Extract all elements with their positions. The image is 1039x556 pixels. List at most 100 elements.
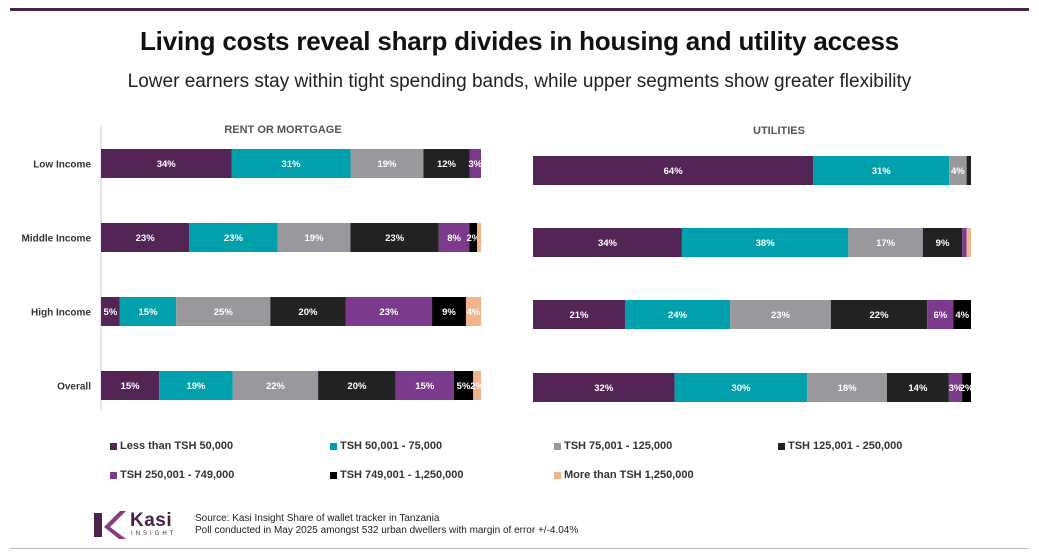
bar-segment [469,223,478,252]
bar-value-label: 31% [281,159,301,170]
category-label: Low Income [33,160,91,171]
legend-swatch [110,471,117,479]
bar-value-label: 24% [668,310,688,321]
bar-segment [350,149,424,178]
bar-value-label: 4% [467,307,481,318]
bar-value-label: 4% [951,166,965,177]
bar-segment [886,373,949,402]
bar-value-label: 19% [305,233,325,244]
bar-segment [277,223,351,252]
bar-value-label: 6% [933,310,947,321]
bottom-rule [10,548,1029,549]
bar-segment [423,149,470,178]
legend-swatch [110,442,117,450]
legend-label: Less than TSH 50,000 [120,440,234,452]
bar-value-label: 9% [442,307,456,318]
category-label: Overall [57,382,91,393]
bar-segment [533,300,625,329]
bar-segment [674,373,808,402]
bar-value-label: 23% [224,233,244,244]
bar-value-label: 8% [447,233,461,244]
bar-segment [962,373,971,402]
bar-segment [432,297,466,326]
bar-segment [533,373,675,402]
bar-segment [533,228,682,257]
bar-segment [730,300,831,329]
legend-item: TSH 50,001 - 75,000 [330,440,442,452]
bar-value-label: 22% [870,310,890,321]
bar-value-label: 18% [838,383,858,394]
bar-segment [101,223,190,252]
bar-segment [966,228,971,257]
bar-segment [232,371,319,400]
legend-swatch [554,442,561,450]
bar-segment [948,373,963,402]
bar-value-label: 19% [186,381,206,392]
bar-value-label: 2% [960,383,974,394]
legend-item: More than TSH 1,250,000 [554,469,694,481]
legend-label: More than TSH 1,250,000 [564,469,694,481]
bar-segment [533,156,814,185]
bar-segment [966,156,971,185]
bar-segment [469,149,481,178]
chart-title: Living costs reveal sharp divides in hou… [140,26,899,56]
bar-value-label: 23% [385,233,405,244]
bar-value-label: 64% [664,166,684,177]
bar-segment [438,223,470,252]
bar-segment [927,300,954,329]
bar-segment [949,156,967,185]
logo-name: Kasi [130,510,173,531]
category-label: Middle Income [22,234,92,245]
legend-label: TSH 749,001 - 1,250,000 [340,469,464,481]
bar-segment [350,223,439,252]
bar-segment [270,297,346,326]
legend-item: Less than TSH 50,000 [110,440,233,452]
bar-segment [119,297,177,326]
source-line-1: Source: Kasi Insight Share of wallet tra… [195,513,440,524]
bar-segment [101,297,120,326]
bar-value-label: 2% [466,233,480,244]
top-rule [10,8,1029,11]
bar-segment [159,371,233,400]
bar-segment [345,297,433,326]
bar-value-label: 14% [908,383,928,394]
bar-value-label: 25% [214,307,234,318]
legend-label: TSH 75,001 - 125,000 [564,440,673,452]
legend-swatch [330,471,337,479]
bar-segment [101,371,160,400]
bar-segment [176,297,271,326]
logo-tagline: INSIGHT [131,531,177,537]
bar-segment [318,371,396,400]
source-note: Source: Kasi Insight Share of wallet tra… [195,513,578,537]
bar-value-label: 19% [377,159,397,170]
legend-label: TSH 125,001 - 250,000 [788,440,903,452]
bar-segment [830,300,928,329]
bar-value-label: 20% [298,307,318,318]
bar-segment [189,223,278,252]
bar-value-label: 5% [104,307,118,318]
bar-value-label: 23% [771,310,791,321]
legend-label: TSH 50,001 - 75,000 [340,440,443,452]
legend-item: TSH 749,001 - 1,250,000 [330,469,464,481]
bar-segment [807,373,887,402]
bar-value-label: 23% [136,233,156,244]
legend-label: TSH 250,001 - 749,000 [120,469,235,481]
bar-segment [453,371,474,400]
bar-value-label: 3% [949,383,963,394]
panel-title: UTILITIES [753,125,805,137]
bar-segment [465,297,481,326]
bar-segment [231,149,351,178]
bar-segment [813,156,950,185]
bar-segment [101,149,232,178]
bar-value-label: 30% [731,383,751,394]
legend-swatch [778,442,785,450]
bar-value-label: 15% [139,307,159,318]
panel-title: RENT OR MORTGAGE [224,124,341,136]
bar-segment [624,300,731,329]
source-line-2: Poll conducted in May 2025 amongst 532 u… [195,525,579,536]
category-label: High Income [31,308,91,319]
bar-value-label: 32% [594,383,614,394]
bar-value-label: 17% [876,238,896,249]
legend-item: TSH 250,001 - 749,000 [110,469,234,481]
chart-subtitle: Lower earners stay within tight spending… [127,71,912,92]
